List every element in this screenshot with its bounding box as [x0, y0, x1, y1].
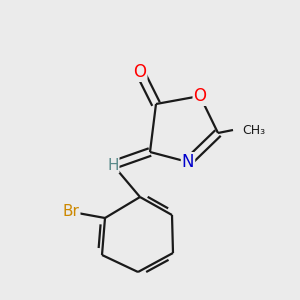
Text: CH₃: CH₃ — [242, 124, 265, 136]
Text: Br: Br — [63, 205, 80, 220]
Text: N: N — [182, 153, 194, 171]
Text: H: H — [107, 158, 119, 172]
Text: O: O — [194, 87, 206, 105]
Text: O: O — [134, 63, 146, 81]
